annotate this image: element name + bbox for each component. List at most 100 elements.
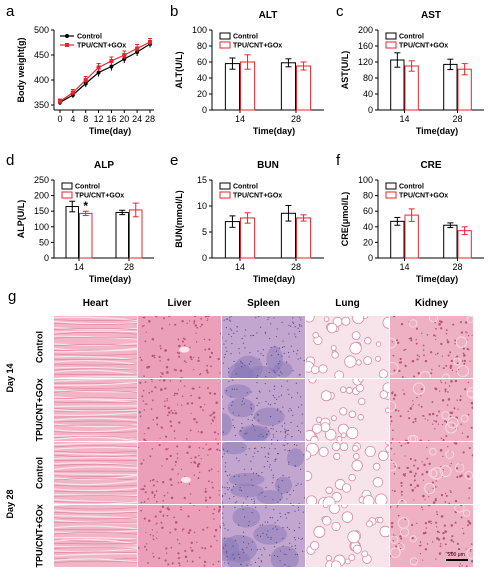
x-axis-label: Time(day)	[416, 274, 458, 284]
chart-title: AST	[421, 10, 441, 21]
y-tick-label: 200	[34, 191, 49, 201]
legend-item: Control	[219, 32, 258, 41]
y-tick-label: 10	[197, 201, 207, 211]
y-tick-label: 80	[363, 191, 373, 201]
histology-image-lung	[306, 379, 389, 441]
legend-item: TPU/CNT+GOx	[219, 191, 282, 200]
significance-star: *	[83, 199, 88, 213]
y-tick-label: 80	[197, 41, 207, 51]
data-point	[83, 78, 88, 82]
legend-label: Control	[399, 34, 424, 41]
legend-label: TPU/CNT+GOx	[399, 43, 448, 50]
legend-item: TPU/CNT+GOx	[219, 41, 282, 50]
panel-letter: f	[336, 152, 341, 169]
y-axis-label: CRE(μmol/L)	[340, 192, 350, 247]
y-tick-label: 0	[368, 105, 373, 115]
legend-swatch	[219, 191, 231, 199]
legend-item: Control	[385, 32, 424, 41]
bar	[296, 217, 312, 259]
legend-item: Control	[60, 34, 102, 41]
x-axis-label: Time(day)	[253, 126, 295, 136]
x-tick-label: 24	[132, 114, 142, 124]
row-label: Control	[34, 456, 44, 489]
y-tick-label: 120	[358, 57, 373, 67]
histology-image-spleen	[222, 316, 305, 378]
y-tick-label: 20	[363, 237, 373, 247]
legend-swatch	[385, 191, 397, 199]
y-tick-label: 150	[34, 206, 49, 216]
series-line	[59, 41, 151, 102]
histology-image-lung	[306, 505, 389, 567]
y-tick-label: 0	[368, 253, 373, 263]
chart-title: ALT	[259, 10, 278, 21]
group-label: Day 14	[5, 363, 15, 393]
row-label: TPU/CNT+GOx	[34, 503, 44, 567]
scale-bar	[446, 559, 468, 561]
histology-image-liver	[138, 442, 221, 504]
scale-bar-label: 200 μm	[448, 552, 465, 558]
legend-item: Control	[61, 182, 100, 191]
legend-marker	[65, 43, 69, 47]
row-label: TPU/CNT+GOx	[34, 377, 44, 441]
histology-panel: g Heart Liver Spleen Lung Kidney Day 14 Contro…	[0, 288, 500, 577]
column-header-lung: Lung	[335, 298, 360, 309]
histology-image-kidney	[390, 505, 473, 567]
bar	[457, 68, 472, 111]
y-tick-label: 40	[363, 222, 373, 232]
x-tick-label: 28	[452, 114, 462, 124]
chart-title: CRE	[420, 160, 441, 171]
panel-letter: c	[336, 3, 344, 20]
legend-label: Control	[399, 184, 424, 191]
y-tick-label: 50	[39, 237, 49, 247]
x-tick-label: 28	[145, 114, 155, 124]
x-tick-label: 14	[235, 262, 245, 272]
y-tick-label: 0	[202, 253, 207, 263]
x-axis-label: Time(day)	[253, 274, 295, 284]
histology-image-heart	[54, 316, 137, 378]
legend-item: TPU/CNT+GOx	[61, 191, 124, 200]
legend-label: TPU/CNT+GOx	[233, 43, 282, 50]
y-tick-label: 250	[34, 175, 49, 185]
legend-marker	[65, 34, 69, 38]
histology-image-lung	[306, 316, 389, 378]
x-tick-label: 20	[119, 114, 129, 124]
histology-image-heart	[54, 442, 137, 504]
y-tick-label: 60	[363, 206, 373, 216]
legend-item: TPU/CNT+GOx	[60, 43, 126, 50]
legend-label: Control	[75, 184, 100, 191]
y-tick-label: 0	[44, 253, 49, 263]
histology-image-spleen	[222, 379, 305, 441]
x-tick-label: 28	[452, 262, 462, 272]
x-axis-label: Time(day)	[416, 126, 458, 136]
column-header-kidney: Kidney	[414, 298, 449, 309]
legend-item: Control	[385, 182, 424, 191]
series-line	[59, 43, 151, 104]
row-label: Control	[34, 330, 44, 363]
chart-c: 0 40 80 120 160 200 AST(U/L) Time(day) AST c 14 28 C…	[336, 3, 484, 136]
legend-swatch	[385, 32, 397, 40]
group-label: Day 28	[5, 489, 15, 519]
panel-letter: a	[6, 3, 15, 20]
legend-swatch	[219, 32, 231, 40]
histology-image-kidney	[390, 316, 473, 378]
x-tick-label: 12	[94, 114, 104, 124]
data-point	[109, 59, 114, 63]
legend-label: TPU/CNT+GOx	[399, 193, 448, 200]
data-point	[135, 46, 140, 51]
column-header-spleen: Spleen	[247, 298, 280, 309]
panel-letter: e	[170, 152, 178, 169]
series-treatment	[58, 38, 152, 104]
x-tick-label: 14	[74, 262, 84, 272]
chart-e: 0 5 10 15 BUN(mmol/L) Time(day) BUN e 14 28 Contro…	[170, 152, 324, 284]
bar	[443, 63, 458, 111]
column-header-liver: Liver	[167, 298, 192, 309]
legend-label: Control	[77, 34, 102, 41]
x-tick-label: 0	[57, 114, 62, 124]
chart-d: 0 50 100 150 200 250 ALP(U/L) Time(day) ALP d 14 28…	[6, 152, 154, 284]
bar	[240, 217, 256, 259]
histology-image-liver	[138, 505, 221, 567]
legend-label: TPU/CNT+GOx	[233, 193, 282, 200]
y-tick-label: 100	[192, 25, 207, 35]
legend-swatch	[61, 191, 73, 199]
